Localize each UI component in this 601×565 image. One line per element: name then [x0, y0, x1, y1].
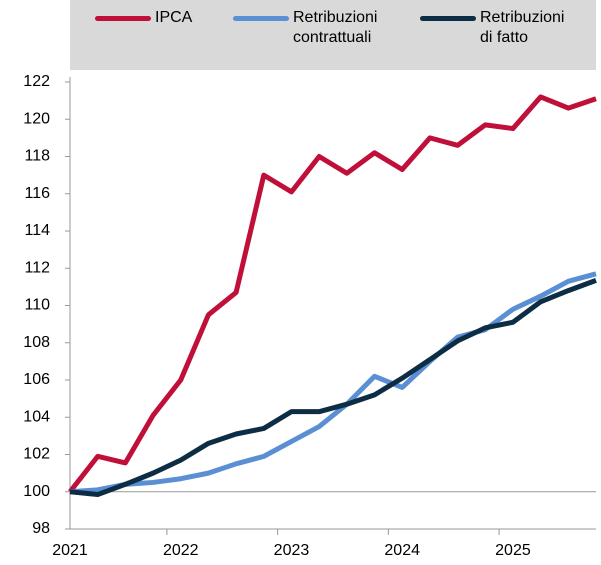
- legend-item: IPCA: [95, 8, 255, 28]
- y-tick-label: 102: [23, 446, 50, 463]
- y-tick-label: 104: [23, 408, 50, 425]
- series-line: [69, 271, 597, 495]
- y-tick-label: 106: [23, 371, 50, 388]
- legend-label: Retribuzioni di fatto: [480, 9, 565, 46]
- legend-item: Retribuzioni di fatto: [420, 8, 580, 48]
- legend-label: IPCA: [155, 9, 193, 26]
- y-tick-label: 120: [23, 110, 50, 127]
- y-tick-label: 114: [24, 222, 50, 239]
- legend: IPCA Retribuzioni contrattuali Retribuzion…: [70, 0, 596, 70]
- x-tick-label: 2025: [495, 542, 531, 559]
- x-tick-label: 2021: [52, 542, 88, 559]
- x-tick-label: 2024: [384, 542, 420, 559]
- y-tick-label: 110: [24, 297, 50, 314]
- y-tick-label: 108: [23, 334, 50, 351]
- x-tick-label: 2023: [274, 542, 310, 559]
- series-line: [68, 94, 597, 494]
- legend-swatch: [95, 16, 151, 21]
- series-line: [69, 278, 597, 498]
- y-tick-label: 122: [23, 73, 50, 90]
- y-tick-label: 116: [24, 185, 50, 202]
- legend-item: Retribuzioni contrattuali: [233, 8, 393, 48]
- y-tick-label: 100: [23, 483, 50, 500]
- y-tick-label: 112: [24, 259, 50, 276]
- x-tick-label: 2022: [163, 542, 199, 559]
- legend-swatch: [233, 16, 289, 21]
- legend-swatch: [420, 16, 476, 21]
- y-tick-label: 98: [32, 520, 50, 537]
- legend-label: Retribuzioni contrattuali: [293, 9, 378, 46]
- y-tick-label: 118: [24, 148, 50, 165]
